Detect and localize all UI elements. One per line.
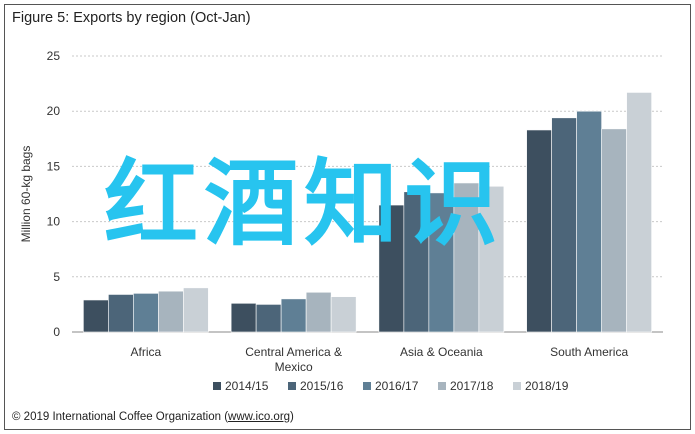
bar-2018-19 <box>183 287 209 333</box>
category-label: Central America & <box>245 345 342 359</box>
y-tick-label: 10 <box>47 215 61 229</box>
bar-2016-17 <box>133 293 159 333</box>
legend-label: 2016/17 <box>375 379 419 393</box>
bar-2017-18 <box>158 290 184 333</box>
y-tick-label: 15 <box>47 159 61 173</box>
bar-2014-15 <box>378 204 405 333</box>
bar-2018-19 <box>478 185 505 333</box>
y-axis-label: Million 60-kg bags <box>19 146 33 243</box>
legend-swatch <box>438 382 446 390</box>
bar-2014-15 <box>526 129 552 333</box>
legend-label: 2017/18 <box>450 379 494 393</box>
bar-2015-16 <box>108 294 134 333</box>
bar-2018-19 <box>330 296 357 333</box>
y-tick-label: 20 <box>47 104 61 118</box>
category-label: Asia & Oceania <box>400 345 483 359</box>
credit-line: © 2019 International Coffee Organization… <box>12 411 294 423</box>
y-tick-label: 5 <box>53 270 60 284</box>
bar-2017-18 <box>601 128 627 333</box>
chart-title: Figure 5: Exports by region (Oct-Jan) <box>12 10 251 26</box>
credit-link[interactable]: www.ico.org <box>228 411 291 423</box>
legend-swatch <box>213 382 221 390</box>
bar-2017-18 <box>453 182 480 333</box>
bar-2015-16 <box>403 191 430 333</box>
legend-swatch <box>513 382 521 390</box>
credit-suffix: ) <box>290 411 294 423</box>
watermark-text: 红酒知识 <box>104 150 505 259</box>
bar-2017-18 <box>305 291 332 333</box>
bar-2018-19 <box>626 92 652 333</box>
y-tick-label: 25 <box>47 49 61 63</box>
legend-swatch <box>288 382 296 390</box>
category-label: Africa <box>131 345 162 359</box>
credit-prefix: © 2019 International Coffee Organization… <box>12 411 229 423</box>
bar-2015-16 <box>551 117 577 333</box>
bar-2016-17 <box>576 110 602 333</box>
legend-label: 2018/19 <box>525 379 569 393</box>
bar-2016-17 <box>428 192 455 333</box>
legend-swatch <box>363 382 371 390</box>
bar-2014-15 <box>83 299 109 333</box>
bar-2015-16 <box>255 304 282 333</box>
category-label: Mexico <box>275 360 313 374</box>
legend-label: 2015/16 <box>300 379 344 393</box>
category-label: South America <box>550 345 628 359</box>
bar-2014-15 <box>230 302 257 333</box>
bar-2016-17 <box>280 298 307 333</box>
y-tick-label: 0 <box>53 325 60 339</box>
legend-label: 2014/15 <box>225 379 269 393</box>
